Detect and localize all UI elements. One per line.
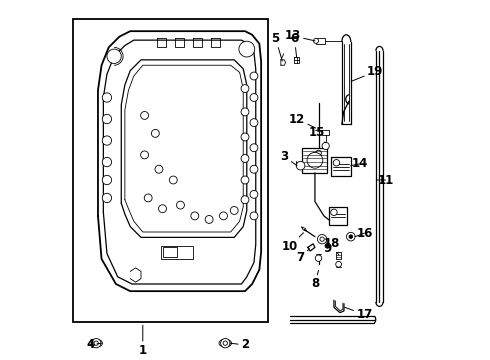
Circle shape <box>176 201 184 209</box>
Text: 2: 2 <box>230 338 249 351</box>
Circle shape <box>94 341 98 345</box>
Circle shape <box>102 175 112 185</box>
Circle shape <box>144 194 152 202</box>
Circle shape <box>155 165 163 173</box>
Text: 9: 9 <box>323 239 332 255</box>
Circle shape <box>241 154 249 162</box>
Circle shape <box>316 150 321 156</box>
Circle shape <box>241 176 249 184</box>
Bar <box>322 130 329 135</box>
Circle shape <box>333 159 340 166</box>
Circle shape <box>241 196 249 204</box>
Circle shape <box>230 207 238 215</box>
Circle shape <box>322 142 329 149</box>
Text: 4: 4 <box>86 338 101 351</box>
Text: 14: 14 <box>351 157 368 170</box>
Circle shape <box>241 85 249 93</box>
Ellipse shape <box>219 339 232 347</box>
Circle shape <box>331 209 337 216</box>
Text: 8: 8 <box>311 270 319 291</box>
Circle shape <box>320 237 324 241</box>
Bar <box>163 247 177 257</box>
Circle shape <box>250 165 258 173</box>
Circle shape <box>241 108 249 116</box>
Circle shape <box>250 212 258 220</box>
Circle shape <box>318 234 327 244</box>
Circle shape <box>250 94 258 102</box>
Bar <box>331 157 351 176</box>
Circle shape <box>296 161 305 170</box>
Circle shape <box>220 212 227 220</box>
Circle shape <box>102 157 112 167</box>
Text: 11: 11 <box>376 174 393 186</box>
Circle shape <box>250 144 258 152</box>
Text: 16: 16 <box>355 226 372 239</box>
Text: 18: 18 <box>324 237 341 255</box>
Text: 6: 6 <box>291 32 298 57</box>
Circle shape <box>151 130 159 137</box>
Circle shape <box>205 216 213 224</box>
Bar <box>73 19 269 321</box>
Circle shape <box>170 176 177 184</box>
Bar <box>161 246 193 259</box>
Circle shape <box>314 39 318 43</box>
Circle shape <box>250 190 258 198</box>
Circle shape <box>239 41 255 57</box>
Text: 13: 13 <box>285 29 315 42</box>
Bar <box>329 207 347 225</box>
Circle shape <box>250 119 258 127</box>
Text: 3: 3 <box>280 150 297 166</box>
Circle shape <box>102 114 112 124</box>
Circle shape <box>336 261 342 267</box>
Circle shape <box>349 235 353 238</box>
Circle shape <box>102 136 112 145</box>
Text: 10: 10 <box>282 233 303 253</box>
Circle shape <box>307 152 323 168</box>
Circle shape <box>159 205 167 213</box>
Circle shape <box>92 338 101 348</box>
Circle shape <box>220 338 230 348</box>
Circle shape <box>223 341 227 345</box>
Ellipse shape <box>90 339 102 347</box>
Circle shape <box>102 193 112 203</box>
Circle shape <box>241 133 249 141</box>
Bar <box>302 148 327 173</box>
Text: 12: 12 <box>289 113 316 128</box>
Circle shape <box>141 112 148 120</box>
Circle shape <box>107 49 122 63</box>
Circle shape <box>141 151 148 159</box>
Circle shape <box>250 72 258 80</box>
Text: 5: 5 <box>271 32 282 61</box>
Bar <box>316 39 325 44</box>
Text: 7: 7 <box>296 249 310 264</box>
Text: 15: 15 <box>309 126 325 143</box>
Circle shape <box>102 93 112 102</box>
Circle shape <box>315 255 322 261</box>
Circle shape <box>346 232 355 241</box>
Circle shape <box>191 212 199 220</box>
Text: 19: 19 <box>351 65 383 81</box>
Text: 17: 17 <box>344 307 372 321</box>
Text: 1: 1 <box>139 325 147 357</box>
